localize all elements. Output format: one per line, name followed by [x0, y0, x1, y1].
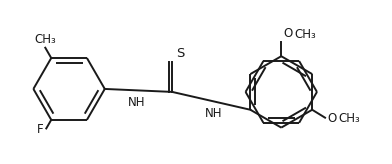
Text: CH₃: CH₃: [338, 112, 360, 125]
Text: CH₃: CH₃: [294, 28, 316, 41]
Text: F: F: [37, 123, 43, 136]
Text: O: O: [327, 112, 336, 125]
Text: NH: NH: [205, 107, 222, 120]
Text: NH: NH: [128, 96, 145, 109]
Text: O: O: [283, 27, 292, 40]
Text: CH₃: CH₃: [34, 33, 56, 46]
Text: S: S: [176, 47, 185, 60]
